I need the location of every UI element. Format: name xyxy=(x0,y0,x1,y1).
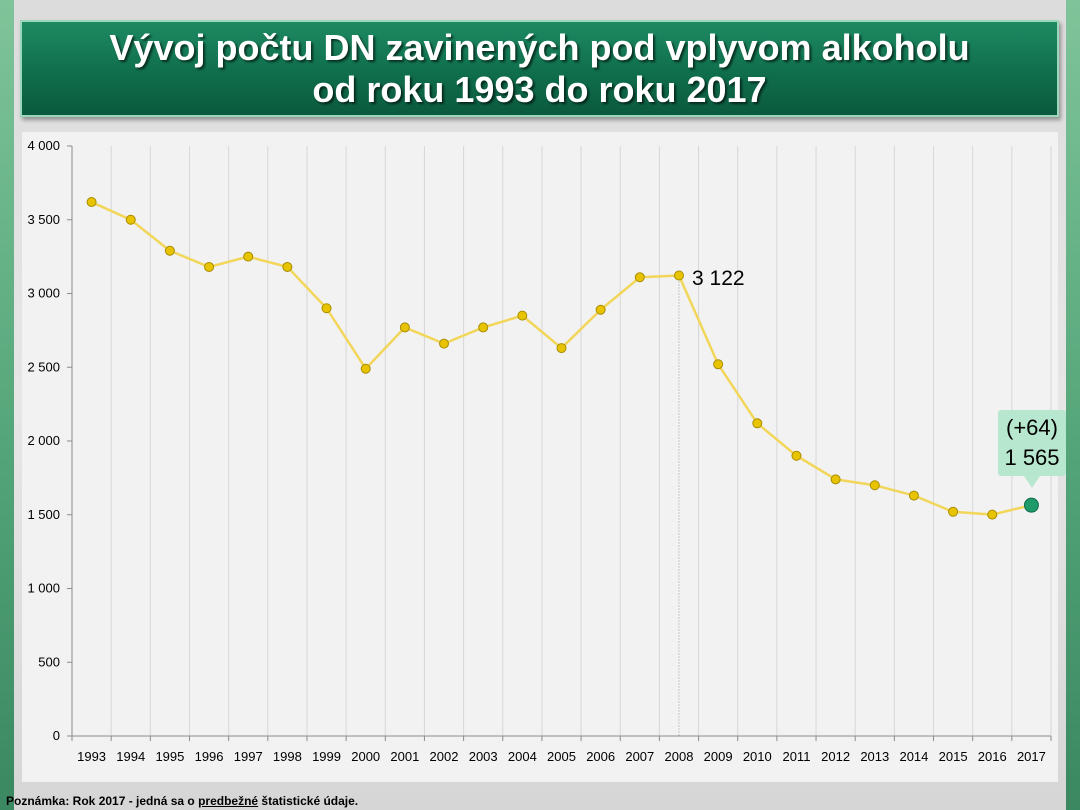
x-tick-label: 1996 xyxy=(195,749,224,764)
y-tick-label: 1 500 xyxy=(27,507,60,522)
x-tick-label: 2012 xyxy=(821,749,850,764)
x-tick-label: 2014 xyxy=(899,749,928,764)
data-point xyxy=(948,506,959,517)
data-point xyxy=(478,322,489,333)
y-tick-label: 4 000 xyxy=(27,138,60,153)
x-tick-label: 1997 xyxy=(234,749,263,764)
data-point xyxy=(713,359,724,370)
data-point xyxy=(439,338,450,349)
data-point xyxy=(830,474,841,485)
data-point xyxy=(908,490,919,501)
data-point xyxy=(556,343,567,354)
right-decor-edge xyxy=(1066,0,1080,810)
data-point xyxy=(204,261,215,272)
title-line-2: od roku 1993 do roku 2017 xyxy=(312,68,767,110)
y-tick-label: 3 500 xyxy=(27,212,60,227)
data-point xyxy=(86,197,97,208)
x-tick-label: 1995 xyxy=(155,749,184,764)
data-point xyxy=(282,261,293,272)
x-tick-label: 2009 xyxy=(704,749,733,764)
x-tick-label: 2013 xyxy=(860,749,889,764)
x-tick-label: 1994 xyxy=(116,749,145,764)
x-tick-label: 2001 xyxy=(390,749,419,764)
data-point xyxy=(791,450,802,461)
data-point xyxy=(673,270,684,281)
y-tick-label: 2 500 xyxy=(27,359,60,374)
data-point xyxy=(243,251,254,262)
series-line-layer xyxy=(91,200,1032,516)
data-point xyxy=(595,304,606,315)
last-data-point xyxy=(1023,497,1039,513)
marker-layer xyxy=(86,197,1039,520)
y-tick-label: 2 000 xyxy=(27,433,60,448)
data-point xyxy=(517,310,528,321)
peak-value-label: 3 122 xyxy=(692,267,745,290)
callout-tail xyxy=(1024,476,1040,488)
axis-layer: 0 500 1 000 1 500 2 000 2 500 3 000 3 500 4 000 1… xyxy=(27,138,1052,764)
x-tick-label: 1999 xyxy=(312,749,341,764)
grid-layer xyxy=(71,146,1052,736)
x-tick-label: 1993 xyxy=(77,749,106,764)
footnote-emphasis: predbežné xyxy=(198,794,259,808)
y-tick-label: 0 xyxy=(53,728,60,743)
footnote-prefix: Poznámka: Rok 2017 - jedná sa o xyxy=(6,794,199,808)
x-tick-label: 2006 xyxy=(586,749,615,764)
x-tick-label: 2000 xyxy=(351,749,380,764)
data-point xyxy=(634,272,645,283)
footnote-suffix: štatistické údaje. xyxy=(258,794,359,808)
data-point xyxy=(125,214,136,225)
left-decor-edge xyxy=(0,0,14,810)
x-tick-label: 2017 xyxy=(1017,749,1046,764)
x-tick-label: 2007 xyxy=(625,749,654,764)
series-line xyxy=(91,200,1032,516)
title-line-1: Vývoj počtu DN zavinených pod vplyvom al… xyxy=(109,26,970,68)
data-point xyxy=(869,480,880,491)
x-tick-label: 2002 xyxy=(430,749,459,764)
data-point xyxy=(399,322,410,333)
x-tick-label: 2015 xyxy=(939,749,968,764)
data-point xyxy=(752,418,763,429)
y-tick-label: 3 000 xyxy=(27,286,60,301)
y-tick-label: 1 000 xyxy=(27,581,60,596)
x-tick-label: 2008 xyxy=(665,749,694,764)
data-point xyxy=(321,303,332,314)
data-point xyxy=(987,509,998,520)
plot-panel xyxy=(22,132,1058,782)
title-banner: Vývoj počtu DN zavinených pod vplyvom al… xyxy=(20,20,1059,117)
callout-change: (+64) xyxy=(1006,415,1058,440)
x-tick-label: 2010 xyxy=(743,749,772,764)
last-value-callout: (+64) 1 565 xyxy=(998,410,1066,476)
callout-value: 1 565 xyxy=(1004,445,1060,470)
x-tick-label: 1998 xyxy=(273,749,302,764)
x-tick-label: 2011 xyxy=(782,749,810,764)
footnote: Poznámka: Rok 2017 - jedná sa o predbežn… xyxy=(6,794,358,808)
x-tick-label: 2005 xyxy=(547,749,576,764)
data-point xyxy=(164,245,175,256)
y-tick-label: 500 xyxy=(38,654,60,669)
data-point xyxy=(360,363,371,374)
x-tick-label: 2003 xyxy=(469,749,498,764)
x-tick-label: 2016 xyxy=(978,749,1007,764)
x-tick-label: 2004 xyxy=(508,749,537,764)
